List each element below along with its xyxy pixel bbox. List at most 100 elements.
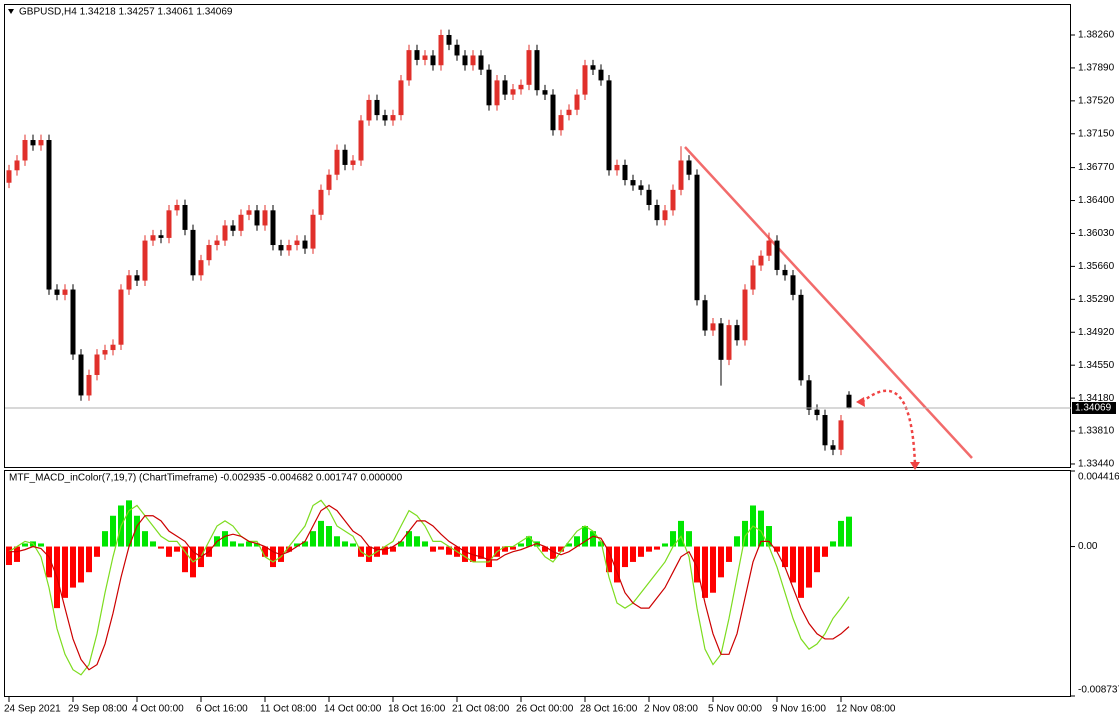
histogram-bar [550,546,556,559]
candle-body [502,80,508,95]
histogram-bar [70,546,76,588]
histogram-bar [662,543,668,547]
x-tick-label: 12 Nov 08:00 [836,704,896,715]
candle-body [158,235,164,238]
candle-body [806,380,812,410]
last-price-box [1072,401,1116,414]
histogram-bar [518,543,524,547]
candle-body [126,275,132,290]
candle-body [286,245,292,251]
histogram-bar [790,546,796,583]
candle-body [110,344,116,351]
trend-line[interactable] [684,146,973,459]
candle-body [566,109,572,116]
candle-body [366,99,372,121]
candle-body [350,160,356,165]
histogram-bar [830,541,836,547]
candle-body [318,189,324,215]
histogram-bar [222,531,228,547]
x-tick-label: 11 Oct 08:00 [260,704,317,715]
candle-body [374,99,380,116]
candle-body [838,420,844,450]
price-panel [4,4,1071,468]
histogram-bar [398,541,404,547]
candle-body [62,289,68,295]
histogram-bar [382,546,388,555]
histogram-bar [758,510,764,547]
histogram-bar [262,546,268,557]
candle-body [190,229,196,276]
candle-body [526,50,532,85]
candle-body [686,160,692,175]
candle-body [630,180,636,186]
histogram-bar [142,531,148,547]
histogram-bar [606,546,612,573]
histogram-bar [766,526,772,547]
candle-body [558,115,564,131]
candle-body [718,323,724,360]
y-tick-label: 0.00 [1078,541,1098,552]
histogram-bar [406,531,412,547]
histogram-bar [270,546,276,568]
x-tick-label: 21 Oct 08:00 [452,704,510,715]
histogram-bar [526,536,532,547]
candle-body [646,189,652,205]
menu-triangle [8,9,14,14]
x-tick-label: 18 Oct 16:00 [388,704,446,715]
histogram-bar [22,543,28,547]
candle-body [406,50,412,81]
y-tick-label: -0.008737 [1078,685,1119,696]
y-tick-label: 1.35290 [1078,294,1115,305]
histogram-bar [638,546,644,557]
candle-body [582,65,588,95]
histogram-bar [686,531,692,547]
histogram-bar [438,546,444,550]
candle-body [462,55,468,66]
histogram-bar [110,515,116,547]
histogram-bar [94,546,100,557]
candle-body [262,210,268,226]
histogram-bar [646,546,652,552]
candle-body [14,160,20,171]
x-tick-label: 14 Oct 00:00 [324,704,382,715]
y-tick-label: 0.004416 [1078,472,1119,483]
candle-body [254,210,260,226]
histogram-bar [734,536,740,547]
candle-body [542,90,548,95]
histogram-bar [150,541,156,547]
histogram-bar [774,546,780,552]
candle-body [678,160,684,190]
histogram-bar [78,546,84,583]
histogram-bar [86,546,92,573]
macd-panel [4,470,1071,697]
y-tick-label: 1.34550 [1078,360,1115,371]
candle-body [622,164,628,181]
candle-body [742,289,748,341]
macd-title: MTF_MACD_inColor(7,19,7) (ChartTimeframe… [9,473,403,484]
candle-body [726,325,732,360]
y-tick-label: 1.37150 [1078,128,1115,139]
price-title: GBPUSD,H4 1.34218 1.34257 1.34061 1.3406… [19,7,233,18]
candle-body [118,289,124,345]
arrow-head [856,397,865,407]
y-tick-label: 1.36030 [1078,228,1115,239]
histogram-bar [254,543,260,547]
histogram-bar [246,541,252,547]
candle-body [206,245,212,261]
histogram-bar [542,546,548,552]
candle-body [134,275,140,281]
candle-body [750,265,756,290]
candle-body [758,255,764,266]
histogram-bar [630,546,636,562]
candle-body [54,289,60,295]
y-tick-label: 1.33440 [1078,459,1115,470]
histogram-bar [182,546,188,573]
candle-body [198,260,204,276]
histogram-bar [46,546,52,578]
histogram-bar [670,531,676,547]
histogram-bar [462,546,468,562]
x-tick-label: 26 Oct 00:00 [516,704,574,715]
last-price-label: 1.34069 [1075,403,1112,414]
candle-body [238,214,244,231]
candle-body [710,323,716,331]
